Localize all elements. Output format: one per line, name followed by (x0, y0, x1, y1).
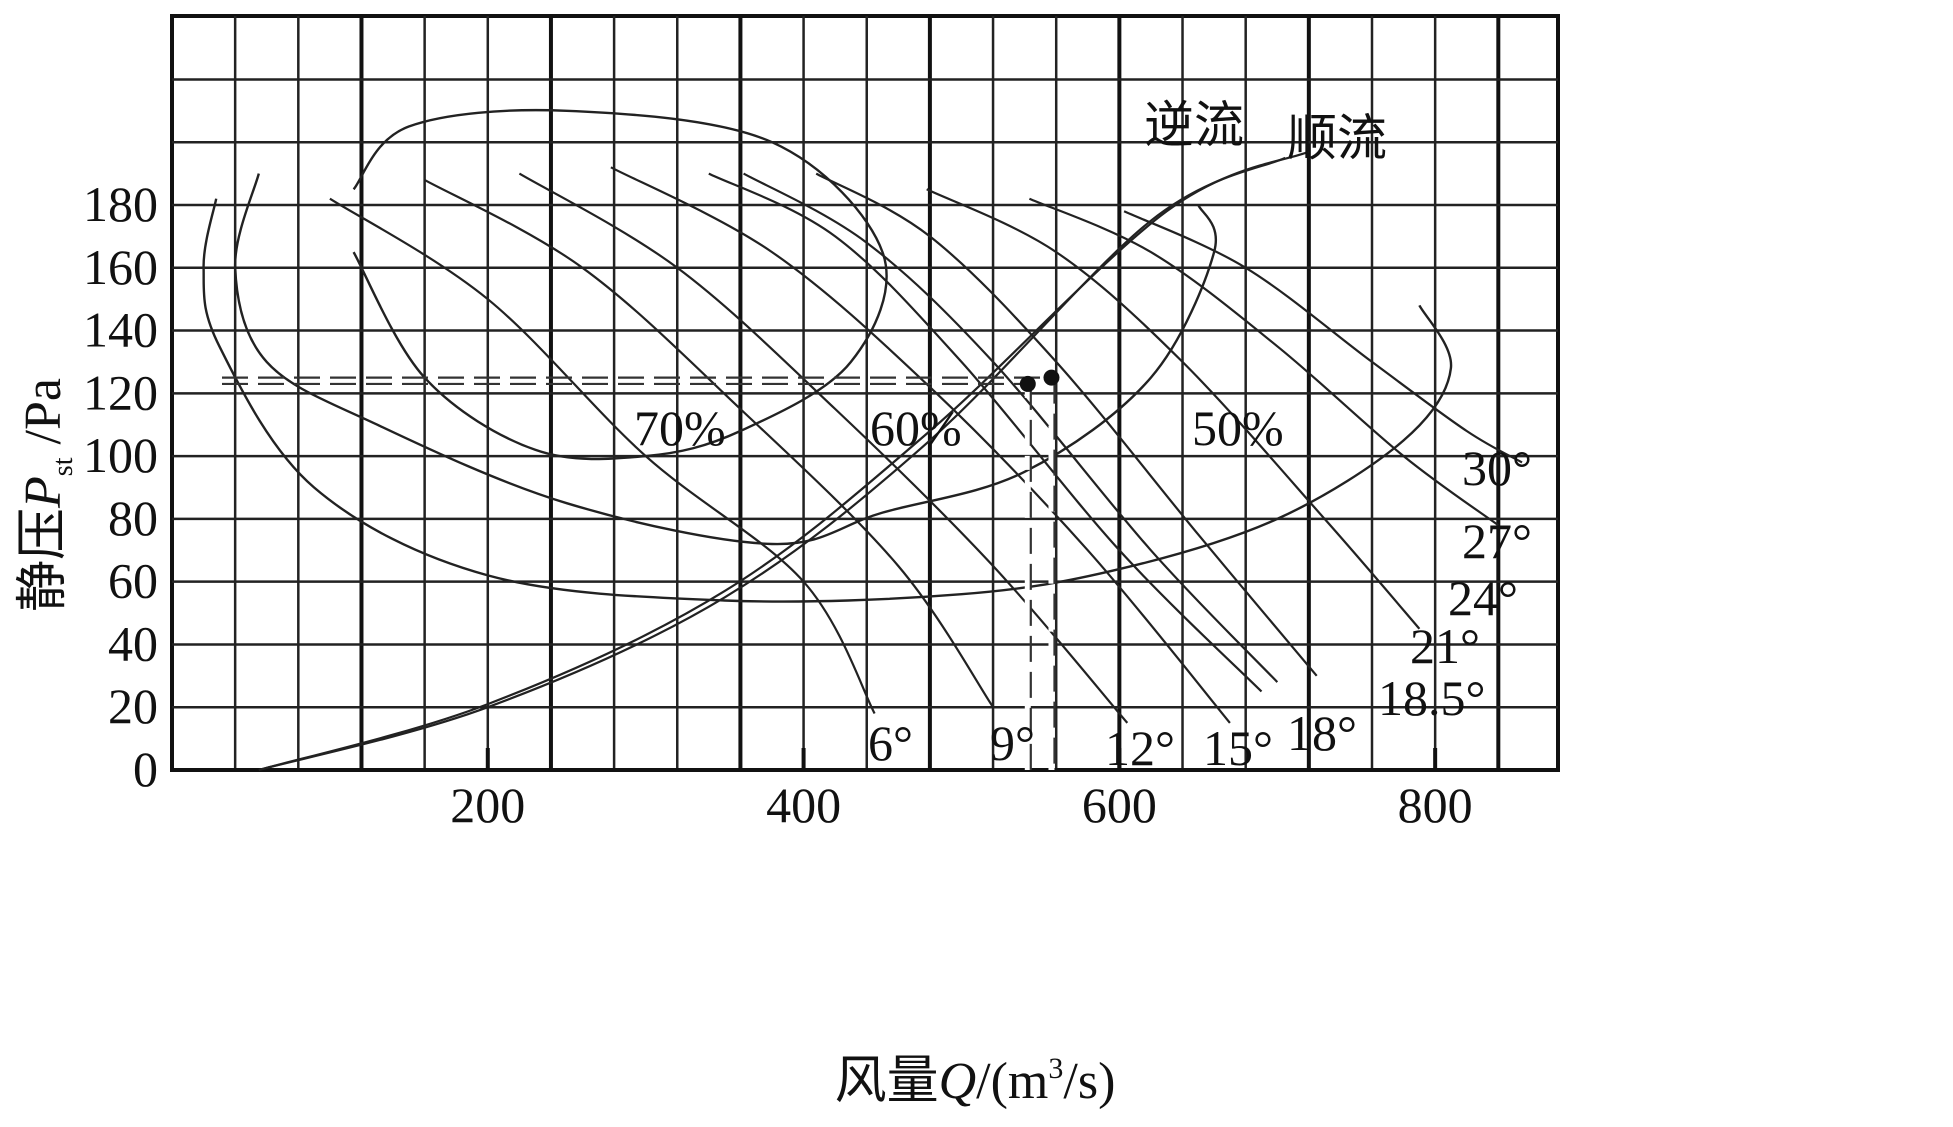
y-tick-label: 180 (83, 176, 158, 232)
efficiency-contours (202, 108, 1453, 603)
blade-angle-label: 30° (1462, 440, 1532, 496)
system-curve-label: 逆流 (1144, 97, 1244, 153)
x-tick-label: 600 (1082, 777, 1157, 833)
blade-angle-curve (1123, 210, 1523, 464)
y-tick-label: 120 (83, 364, 158, 420)
tick-labels: 200 400 600 800 0 20 40 60 80 100 120 140 160 180 (83, 176, 1473, 833)
blade-angle-label: 6° (868, 715, 913, 771)
efficiency-contour (202, 198, 1453, 603)
blade-angle-curve (518, 172, 1129, 724)
blade-angle-curve (815, 172, 1318, 677)
operating-point (1043, 369, 1060, 386)
efficiency-contour (233, 173, 1217, 546)
y-tick-label: 60 (108, 553, 158, 609)
grid (170, 14, 1560, 772)
curve-labels: 6° 9° 12° 15° 18° 18.5°21°24°27° 30° 70% 60% 50% 逆… (634, 97, 1532, 776)
x-axis-title-cn: 风量 (835, 1053, 939, 1110)
blade-angle-curve (610, 166, 1231, 724)
efficiency-label: 50% (1192, 400, 1284, 456)
y-axis-title-sub: st (48, 457, 79, 476)
efficiency-contour (352, 108, 888, 461)
x-axis-title-unit: /(m (976, 1053, 1048, 1110)
x-tick-label: 800 (1398, 777, 1473, 833)
blade-angle-curve (743, 172, 1279, 683)
system-curve (258, 156, 1286, 772)
efficiency-label: 70% (634, 400, 726, 456)
blade-angle-curve (708, 172, 1263, 693)
y-tick-label: 20 (108, 678, 158, 734)
blade-angle-curve (424, 178, 995, 708)
y-axis-title-cn: 静压 (15, 508, 72, 612)
blade-angle-label: 27° (1462, 513, 1532, 569)
blade-angle-curves (329, 166, 1523, 724)
y-axis-title-unit: /Pa (15, 378, 72, 457)
system-curve-label: 顺流 (1287, 110, 1387, 166)
blade-angle-label: 9° (990, 715, 1035, 771)
x-tick-label: 400 (766, 777, 841, 833)
x-axis-title-unit-end: /s) (1063, 1053, 1115, 1110)
operating-point-guides (222, 376, 1056, 770)
y-tick-label: 0 (133, 741, 158, 797)
y-tick-label: 100 (83, 427, 158, 483)
blade-angle-label: 18° (1287, 705, 1357, 761)
y-tick-label: 160 (83, 239, 158, 295)
y-tick-label: 140 (83, 302, 158, 358)
y-tick-label: 80 (108, 490, 158, 546)
efficiency-label: 60% (870, 400, 962, 456)
x-axis-title-var: Q (939, 1053, 977, 1110)
system-curve (258, 150, 1310, 772)
blade-angle-curve (329, 197, 876, 715)
y-tick-label: 40 (108, 615, 158, 671)
blade-angle-curve (1028, 197, 1499, 527)
y-axis-title: 静压Pst /Pa (15, 378, 79, 612)
blade-angle-label: 24° (1448, 570, 1518, 626)
blade-angle-label: 15° (1203, 720, 1273, 776)
x-axis-title-sup: 3 (1048, 1052, 1063, 1085)
x-axis-title: 风量Q/(m3/s) (835, 1052, 1116, 1110)
blade-angle-curve (926, 188, 1421, 630)
system-curves (258, 150, 1310, 772)
blade-angle-label: 12° (1105, 720, 1175, 776)
y-axis-title-var: P (15, 476, 72, 509)
x-tick-label: 200 (450, 777, 525, 833)
blade-angle-label: 21° (1410, 618, 1480, 674)
operating-point (1019, 375, 1036, 392)
operating-points (1019, 369, 1060, 392)
blade-angle-label: 18.5° (1378, 670, 1486, 726)
